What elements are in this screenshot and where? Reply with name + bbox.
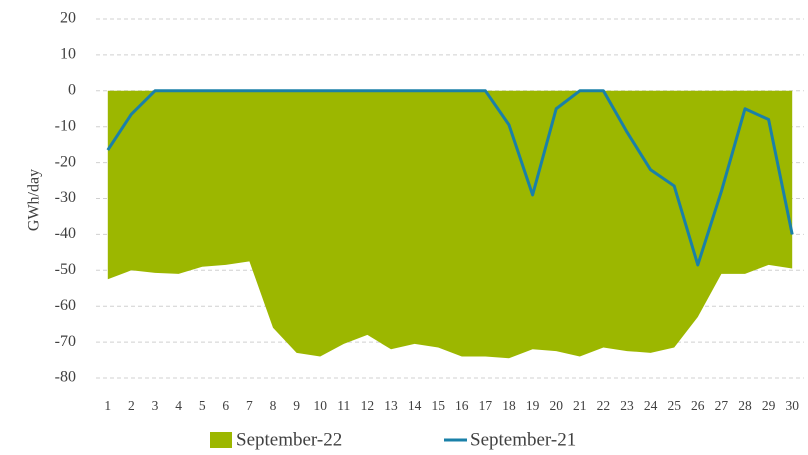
x-tick-label: 4 bbox=[175, 398, 182, 413]
x-tick-label: 18 bbox=[502, 398, 516, 413]
x-tick-label: 11 bbox=[337, 398, 350, 413]
legend-label: September-21 bbox=[470, 429, 576, 450]
x-tick-label: 8 bbox=[270, 398, 277, 413]
x-tick-label: 16 bbox=[455, 398, 469, 413]
x-tick-label: 29 bbox=[762, 398, 776, 413]
y-tick-label: -60 bbox=[55, 297, 76, 314]
y-axis-label: GWh/day bbox=[26, 169, 43, 231]
x-tick-label: 5 bbox=[199, 398, 206, 413]
x-tick-label: 26 bbox=[691, 398, 705, 413]
x-tick-label: 24 bbox=[644, 398, 658, 413]
y-tick-label: -40 bbox=[55, 225, 76, 242]
x-tick-label: 15 bbox=[431, 398, 445, 413]
x-tick-label: 2 bbox=[128, 398, 135, 413]
x-tick-label: 27 bbox=[715, 398, 729, 413]
x-tick-label: 9 bbox=[293, 398, 300, 413]
x-tick-label: 22 bbox=[597, 398, 611, 413]
x-tick-label: 7 bbox=[246, 398, 253, 413]
x-tick-label: 20 bbox=[549, 398, 563, 413]
x-tick-label: 13 bbox=[384, 398, 398, 413]
x-tick-label: 3 bbox=[152, 398, 159, 413]
x-tick-label: 12 bbox=[361, 398, 375, 413]
x-tick-label: 28 bbox=[738, 398, 752, 413]
y-tick-label: -70 bbox=[55, 333, 76, 350]
x-tick-label: 30 bbox=[785, 398, 799, 413]
y-tick-label: 10 bbox=[60, 46, 76, 63]
y-tick-label: -10 bbox=[55, 117, 76, 134]
y-tick-label: 0 bbox=[68, 81, 76, 98]
x-tick-label: 23 bbox=[620, 398, 634, 413]
area bbox=[107, 90, 793, 359]
x-tick-label: 1 bbox=[104, 398, 111, 413]
y-tick-label: -20 bbox=[55, 153, 76, 170]
y-tick-label: -80 bbox=[55, 369, 76, 386]
y-tick-label: -50 bbox=[55, 261, 76, 278]
y-tick-label: 20 bbox=[60, 10, 76, 27]
x-tick-label: 14 bbox=[408, 398, 422, 413]
legend-swatch bbox=[210, 432, 232, 448]
x-tick-label: 25 bbox=[667, 398, 681, 413]
x-tick-label: 10 bbox=[313, 398, 327, 413]
x-tick-label: 21 bbox=[573, 398, 587, 413]
x-tick-label: 6 bbox=[222, 398, 229, 413]
x-tick-label: 19 bbox=[526, 398, 540, 413]
y-tick-label: -30 bbox=[55, 189, 76, 206]
line bbox=[106, 89, 794, 267]
legend-label: September-22 bbox=[236, 429, 342, 450]
x-tick-label: 17 bbox=[479, 398, 493, 413]
